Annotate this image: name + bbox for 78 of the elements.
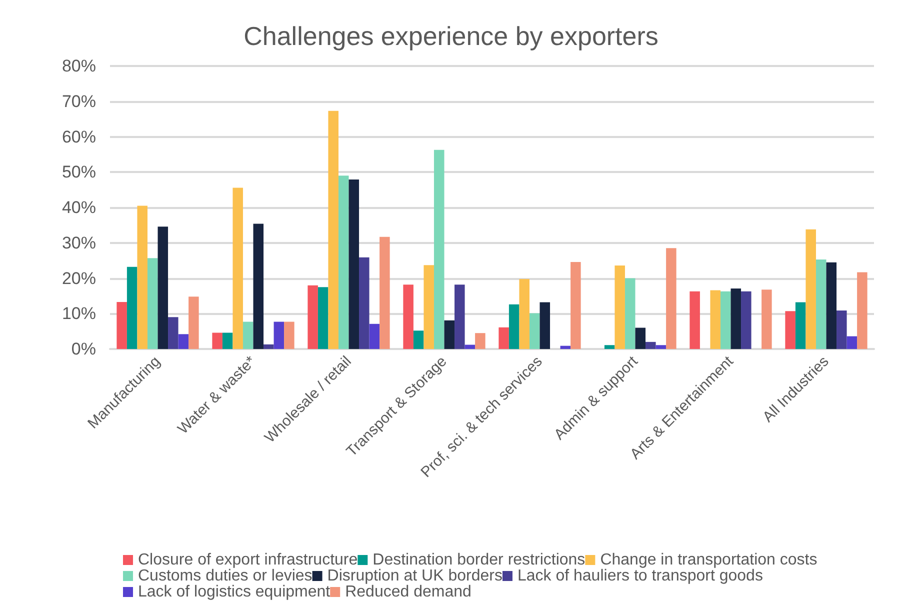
bar: [741, 291, 752, 349]
bar: [424, 265, 434, 349]
bar: [222, 332, 233, 349]
bar: [806, 229, 816, 349]
bar: [475, 333, 486, 349]
y-tick-label: 0%: [71, 340, 96, 358]
bar: [836, 310, 847, 349]
y-tick-label: 10%: [62, 304, 96, 324]
bar: [710, 290, 720, 349]
bar: [380, 236, 390, 349]
legend-label: Destination border restrictions: [372, 552, 586, 568]
legend-label: Lack of logistics equipment: [138, 584, 331, 600]
bar: [158, 226, 168, 349]
bar: [348, 180, 360, 349]
bar: [540, 302, 550, 349]
bar: [690, 291, 700, 349]
bar: [434, 150, 444, 349]
bar: [666, 248, 676, 349]
bar: [212, 332, 222, 349]
bar: [846, 336, 858, 349]
bar: [762, 290, 772, 349]
bar: [188, 296, 199, 349]
bar: [857, 272, 868, 349]
chart-title: Challenges experience by exporters: [244, 21, 658, 51]
bar: [529, 313, 540, 349]
bar: [178, 334, 189, 349]
bar: [816, 260, 826, 349]
bar: [242, 322, 254, 349]
bar: [785, 311, 796, 349]
y-tick-label: 70%: [62, 92, 96, 111]
bar: [338, 176, 349, 349]
bar: [656, 345, 666, 349]
bar: [508, 304, 520, 349]
bar: [624, 278, 636, 349]
bar: [403, 284, 414, 349]
bar: [147, 258, 158, 349]
bar: [116, 302, 127, 349]
bar: [413, 330, 424, 349]
bar: [519, 278, 530, 349]
bar: [232, 188, 243, 349]
bar: [328, 110, 338, 349]
bar: [284, 322, 294, 349]
y-tick-label: 80%: [62, 56, 96, 76]
bar: [826, 262, 837, 349]
bar: [126, 266, 138, 349]
bar: [359, 257, 370, 349]
legend-label: Disruption at UK borders: [327, 568, 502, 584]
bar: [614, 266, 625, 349]
bar: [308, 285, 318, 349]
legend-label: Customs duties or levies: [138, 568, 312, 584]
bar: [560, 346, 571, 349]
legend-label: Lack of hauliers to transport goods: [517, 568, 763, 584]
bar: [168, 317, 178, 349]
legend-label: Change in transportation costs: [600, 552, 818, 568]
bar: [318, 287, 328, 349]
bar: [604, 345, 615, 349]
bar: [274, 322, 284, 349]
bar: [646, 342, 656, 349]
y-tick-label: 40%: [62, 198, 96, 217]
bar: [570, 262, 581, 349]
y-tick-label: 50%: [62, 162, 96, 182]
bar: [253, 224, 264, 349]
bar: [444, 320, 455, 349]
bar: [635, 328, 646, 349]
bar: [454, 284, 465, 349]
y-tick-label: 20%: [62, 268, 96, 288]
bar: [795, 302, 806, 349]
legend-label: Closure of export infrastructure: [138, 552, 358, 568]
legend-label: Reduced demand: [345, 584, 472, 600]
bar: [498, 327, 509, 349]
bar: [720, 291, 731, 349]
y-tick-label: 30%: [62, 233, 96, 252]
bar: [464, 344, 476, 349]
bar: [264, 344, 274, 349]
bar: [730, 288, 742, 349]
bar: [369, 324, 380, 349]
bar: [137, 206, 148, 349]
y-tick-label: 60%: [62, 127, 96, 146]
